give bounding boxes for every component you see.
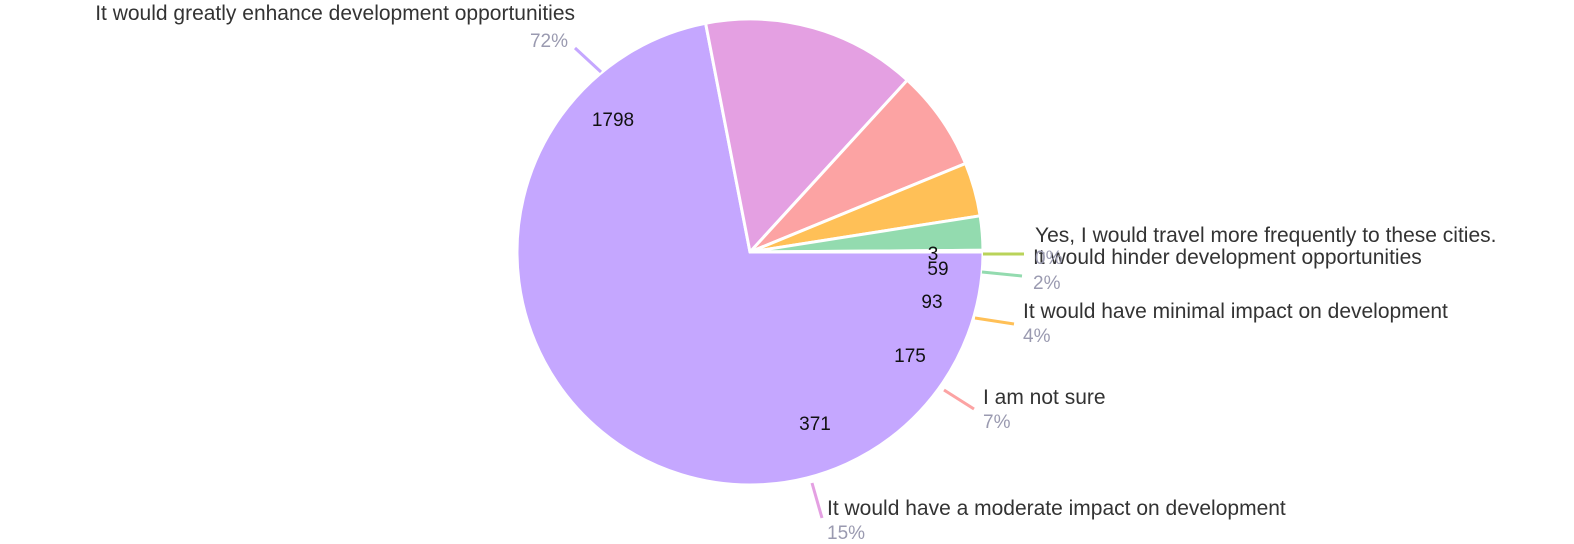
slice-category-label: It would greatly enhance development opp… xyxy=(95,2,575,25)
slice-category-label: It would have minimal impact on developm… xyxy=(1023,300,1448,323)
pie-slice xyxy=(515,21,985,487)
slice-category-label: I am not sure xyxy=(983,386,1106,409)
slice-value-label: 93 xyxy=(921,292,942,313)
slice-category-label: Yes, I would travel more frequently to t… xyxy=(1035,224,1496,247)
slice-category-label: It would hinder development opportunitie… xyxy=(1033,246,1422,269)
slice-value-label: 1798 xyxy=(592,110,634,131)
pie-slice xyxy=(704,17,909,254)
slice-percent-label: 2% xyxy=(1033,273,1061,294)
leader-line xyxy=(810,482,824,519)
slice-percent-label: 7% xyxy=(983,412,1011,433)
slice-value-label: 371 xyxy=(799,414,831,435)
slice-percent-label: 4% xyxy=(1023,326,1051,347)
leader-line xyxy=(974,316,1015,326)
leader-line xyxy=(573,46,603,74)
leader-line xyxy=(943,388,975,411)
slice-value-label: 59 xyxy=(927,259,948,280)
pie-slice xyxy=(748,78,968,254)
leader-line xyxy=(981,270,1023,278)
slice-percent-label: 72% xyxy=(530,31,568,52)
value-labels: 1798 371 175 93 593 xyxy=(592,110,949,435)
slice-percent-label: 15% xyxy=(827,523,865,544)
pie-slices xyxy=(515,17,985,487)
leader-lines xyxy=(573,46,1024,519)
slice-value-label: 175 xyxy=(894,346,926,367)
slice-category-label: It would have a moderate impact on devel… xyxy=(827,497,1286,520)
pie-slice xyxy=(748,248,985,254)
category-labels: It would greatly enhance development opp… xyxy=(95,2,1496,544)
slice-value-label: 3 xyxy=(928,244,939,265)
slice-percent-label: 0% xyxy=(1035,248,1063,269)
